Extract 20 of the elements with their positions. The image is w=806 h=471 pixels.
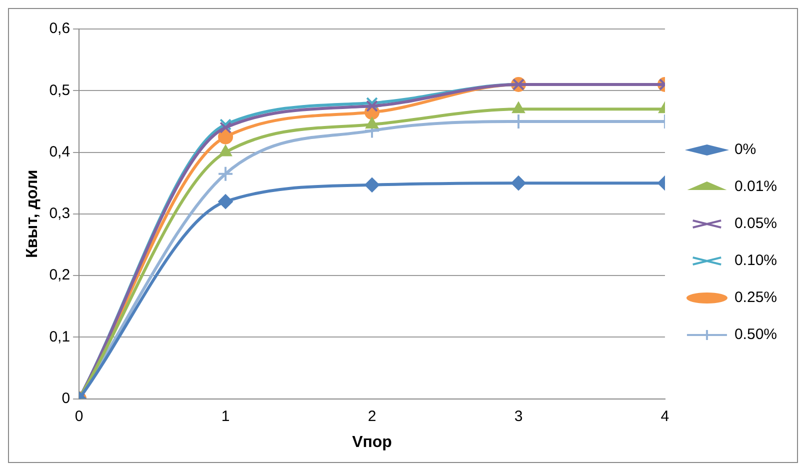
y-tick-label: 0,5 — [49, 82, 70, 99]
y-tick-label: 0 — [62, 390, 70, 407]
y-axis-title: Квыт, доли — [24, 170, 42, 258]
x-tick-label: 2 — [368, 408, 376, 425]
x-tick-label: 4 — [660, 408, 670, 425]
y-tick-label: 0,1 — [49, 328, 70, 346]
x-tick-label: 3 — [514, 408, 523, 425]
y-tick-label: 0,2 — [49, 266, 70, 284]
legend-label: 0.50% — [734, 326, 778, 344]
x-tick-label: 0 — [74, 408, 84, 425]
legend-label: 0.25% — [734, 289, 778, 306]
y-tick-label: 0,4 — [49, 143, 70, 160]
legend-label: 0% — [734, 141, 756, 158]
legend-label: 0.01% — [734, 178, 778, 196]
x-tick-label: 1 — [221, 408, 230, 425]
legend-label: 0.10% — [734, 252, 778, 270]
y-tick-label: 0,3 — [49, 205, 70, 222]
legend-label: 0.05% — [734, 215, 778, 232]
y-tick-label: 0,6 — [49, 20, 70, 38]
x-axis-title: Vпор — [352, 434, 392, 451]
